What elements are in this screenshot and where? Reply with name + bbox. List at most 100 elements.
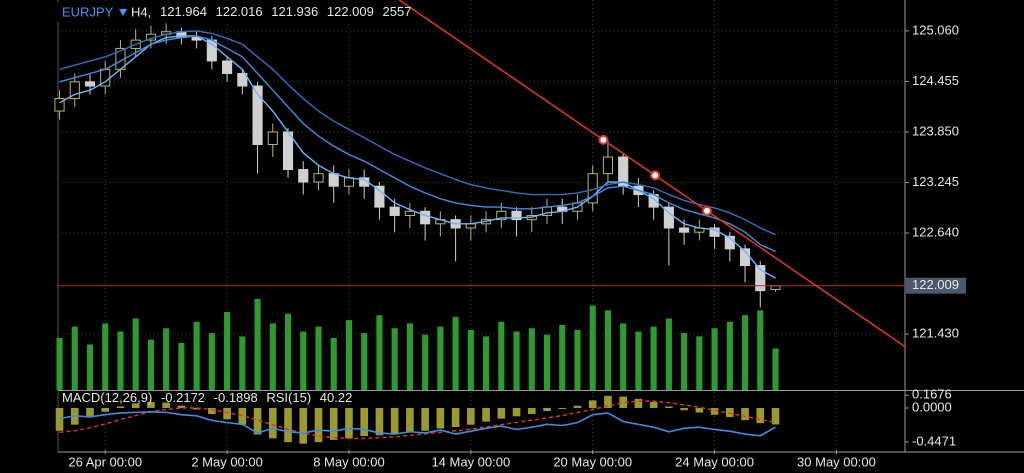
volume-bar (391, 328, 398, 390)
volume-bar (376, 315, 383, 390)
macd-tick-label: 0.1676 (912, 387, 952, 402)
candle-body (282, 131, 294, 171)
header-backdrop (0, 2, 360, 22)
x-tick-label: 14 May 00:00 (431, 454, 510, 469)
macd-bar (329, 407, 338, 440)
candle-body (755, 265, 766, 292)
volume-bar (269, 323, 276, 390)
macd-bar (649, 401, 658, 408)
macd-bar (131, 403, 140, 408)
volume-bar (224, 312, 231, 390)
candle-body (663, 206, 674, 229)
macd-bar (741, 407, 749, 421)
candle-body (237, 72, 248, 87)
macd-bar (619, 396, 627, 408)
macd-bar (726, 407, 734, 418)
x-tick-label: 24 May 00:00 (675, 454, 754, 469)
macd-bar (482, 407, 490, 422)
volume-bar (467, 329, 474, 390)
macd-bar (101, 407, 110, 412)
price-tag-label: 122.009 (912, 277, 959, 292)
y-tick-label: 122.640 (912, 224, 959, 239)
macd-bar (284, 407, 292, 443)
macd-bar (604, 395, 612, 408)
candle-body (267, 131, 278, 145)
volume-bar (284, 313, 292, 390)
macd-bar (192, 407, 201, 410)
candle-body (343, 177, 355, 187)
moving-average (59, 30, 776, 236)
volume-bar (361, 333, 368, 390)
volume-bar (86, 344, 94, 390)
candle-body (770, 285, 781, 290)
volume-bar (132, 318, 139, 390)
macd-bar (238, 407, 247, 425)
macd-bar (162, 402, 170, 408)
candle-body (298, 169, 309, 183)
macd-bar (55, 407, 64, 431)
volume-bar (604, 310, 611, 390)
macd-bar (86, 407, 94, 418)
macd-bar (558, 407, 567, 409)
macd-tick-label: -0.4471 (912, 433, 956, 448)
macd-bar (527, 407, 536, 415)
macd-bar (573, 405, 582, 408)
volume-bar (696, 336, 703, 390)
y-tick-label: 125.060 (912, 22, 959, 37)
volume-bar (437, 326, 444, 390)
candle-body (252, 85, 263, 145)
moving-average (59, 35, 776, 279)
macd-bar (588, 400, 597, 408)
volume-bar (681, 333, 688, 390)
price-tag (906, 277, 966, 294)
symbol-menu-icon[interactable] (119, 9, 127, 16)
macd-bar (497, 407, 506, 419)
moving-average (59, 35, 776, 253)
volume-bar (559, 325, 566, 390)
y-tick-label: 123.245 (912, 174, 959, 189)
volume-bar (208, 333, 215, 390)
volume-bar (574, 329, 581, 390)
candle-body (69, 81, 80, 100)
x-tick-label: 30 May 00:00 (797, 454, 876, 469)
macd-bar (345, 407, 353, 439)
ohlc-readout: 121.964 122.016 121.936 122.009 2557 (160, 4, 411, 19)
macd-bar (436, 407, 445, 429)
candle-body (389, 206, 400, 216)
macd-bar (421, 407, 429, 431)
volume-bar (498, 321, 505, 390)
candle-body (84, 81, 96, 87)
macd-bar (116, 406, 125, 408)
volume-bar (757, 310, 764, 390)
volume-bar (483, 336, 490, 390)
x-tick-label: 2 May 00:00 (191, 454, 263, 469)
macd-bar (695, 407, 704, 413)
volume-bar (71, 326, 78, 390)
volume-bar (711, 328, 718, 390)
macd-bar (512, 407, 521, 417)
candle-body (54, 98, 65, 112)
volume-bar (513, 331, 520, 390)
volume-bar (452, 316, 459, 390)
volume-bar (726, 321, 733, 390)
y-tick-label: 121.430 (912, 325, 959, 340)
macd-bar (634, 398, 643, 408)
macd-tick-label: 0.0000 (912, 399, 952, 414)
candle-body (374, 185, 385, 208)
macd-bar (299, 407, 308, 444)
candle-body (420, 210, 431, 225)
volume-bar (117, 331, 124, 390)
macd-bar (406, 407, 414, 433)
macd-bar (680, 407, 688, 411)
macd-bar (710, 407, 719, 415)
macd-readout: MACD(12,26,9) -0.2172 -0.1898 RSI(15) 40… (62, 390, 352, 405)
volume-bar (406, 323, 413, 390)
volume-bar (163, 328, 170, 390)
symbol[interactable]: EURJPY (62, 4, 114, 19)
volume-bar (772, 348, 779, 390)
volume-bar (102, 323, 109, 390)
low-value: 121.936 (271, 4, 318, 19)
